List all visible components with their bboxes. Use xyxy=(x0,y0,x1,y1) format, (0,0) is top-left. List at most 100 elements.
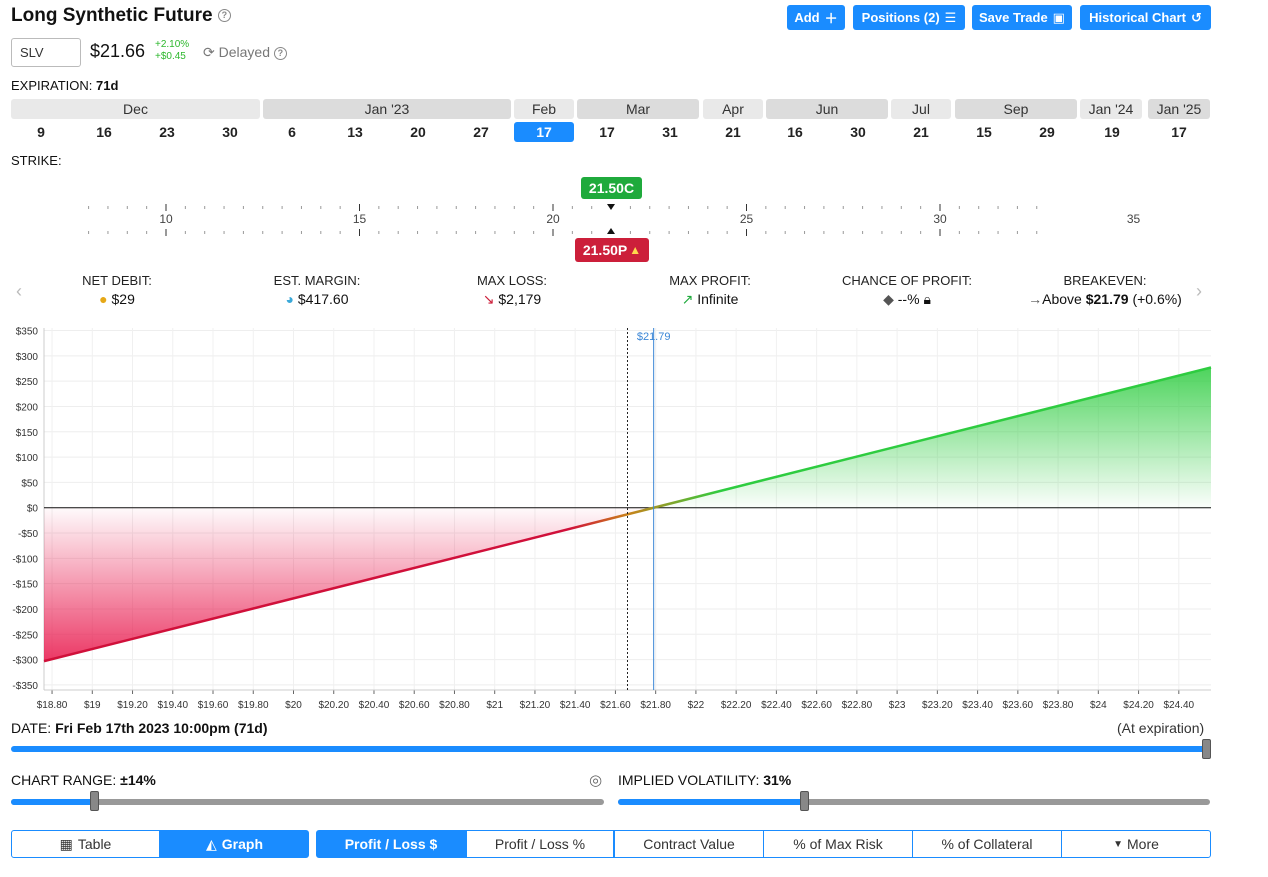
expiration-month: Feb xyxy=(514,99,574,119)
expiration-date[interactable]: 16 xyxy=(96,124,112,140)
put-pointer-icon xyxy=(607,228,615,234)
call-strike-badge[interactable]: 21.50C xyxy=(581,177,642,199)
expiration-month: Jan '24 xyxy=(1080,99,1142,119)
expiration-date[interactable]: 17 xyxy=(514,122,574,142)
symbol-input[interactable]: SLV xyxy=(11,38,81,67)
chart-lines xyxy=(43,328,1212,690)
pl-dollar-button[interactable]: Profit / Loss $ xyxy=(316,830,466,858)
x-tick-label: $21.20 xyxy=(520,700,551,711)
max-risk-button[interactable]: % of Max Risk xyxy=(763,830,913,858)
expiration-date[interactable]: 29 xyxy=(1039,124,1055,140)
net-debit-label: NET DEBIT: xyxy=(82,273,152,288)
save-trade-button[interactable]: Save Trade ▣ xyxy=(972,5,1072,30)
arrow-down-icon: ↘ xyxy=(482,291,495,307)
expiration-date[interactable]: 9 xyxy=(37,124,45,140)
add-label: Add xyxy=(794,10,820,25)
history-icon: ↺ xyxy=(1190,9,1202,25)
expiration-date[interactable]: 19 xyxy=(1104,124,1120,140)
call-strike-text: 21.50C xyxy=(588,180,635,196)
stats-next-icon[interactable]: › xyxy=(1196,281,1202,301)
positions-button[interactable]: Positions (2) ☰ xyxy=(853,5,965,30)
lock-icon[interactable]: 🔒︎ xyxy=(923,291,931,307)
date-slider-handle[interactable] xyxy=(1202,739,1211,759)
help-icon[interactable]: ? xyxy=(217,9,231,23)
expiration-month: Mar xyxy=(577,99,699,119)
pl-percent-button[interactable]: Profit / Loss % xyxy=(466,830,614,858)
expiration-note: (At expiration) xyxy=(1117,720,1205,736)
breakeven-label: BREAKEVEN: xyxy=(1063,273,1147,288)
graph-view-button[interactable]: ◭ Graph xyxy=(160,830,309,858)
profit-loss-chart[interactable]: $350 $300 $250 $200 $150 $100 $50 $0 -$50 -$100 -$… xyxy=(0,318,1268,718)
expiration-month: Jul xyxy=(891,99,951,119)
collateral-label: % of Collateral xyxy=(941,836,1033,852)
put-strike-badge[interactable]: 21.50P ▲ xyxy=(575,238,649,262)
contract-value-button[interactable]: Contract Value xyxy=(614,830,764,858)
expiration-date[interactable]: 30 xyxy=(850,124,866,140)
collateral-button[interactable]: % of Collateral xyxy=(912,830,1062,858)
chart-range-slider[interactable] xyxy=(11,799,604,805)
chart-range-handle[interactable] xyxy=(90,791,99,811)
arrow-up-icon: ↗ xyxy=(681,291,694,307)
x-tick-label: $21 xyxy=(486,700,503,711)
caret-down-icon: ▼ xyxy=(1113,838,1123,850)
x-tick-label: $20.60 xyxy=(399,700,430,711)
title-text: Long Synthetic Future xyxy=(11,5,213,26)
strike-ruler[interactable]: 10 15 20 25 30 35 xyxy=(0,172,1268,267)
historical-chart-button[interactable]: Historical Chart ↺ xyxy=(1080,5,1211,30)
stats-prev-icon[interactable]: ‹ xyxy=(16,281,22,301)
reset-icon[interactable]: ◎ xyxy=(589,772,603,789)
implied-vol-slider[interactable] xyxy=(618,799,1210,805)
date-label-text: DATE: xyxy=(11,720,52,736)
expiration-date[interactable]: 23 xyxy=(159,124,175,140)
change-pct: +2.10% xyxy=(155,39,190,50)
date-slider[interactable] xyxy=(11,746,1210,752)
implied-vol-handle[interactable] xyxy=(800,791,809,811)
breakeven-pct: (+0.6%) xyxy=(1132,291,1182,307)
implied-vol-label: IMPLIED VOLATILITY: 31% xyxy=(618,772,791,788)
x-tick-label: $19.60 xyxy=(198,700,229,711)
x-tick-label: $22.20 xyxy=(721,700,752,711)
y-tick-label: $100 xyxy=(16,453,39,464)
price-change: +2.10% +$0.45 xyxy=(155,39,189,63)
y-tick-label: $150 xyxy=(16,428,39,439)
x-tick-label: $22.40 xyxy=(761,700,792,711)
delayed-status: ⟳ Delayed ? xyxy=(203,44,287,61)
max-loss-stat: MAX LOSS: ↘ $2,179 xyxy=(452,273,572,308)
max-loss-value: $2,179 xyxy=(498,291,542,307)
expiration-date[interactable]: 17 xyxy=(599,124,615,140)
chart-range-value: ±14% xyxy=(120,772,156,788)
x-tick-label: $19.40 xyxy=(157,700,188,711)
expiration-date[interactable]: 21 xyxy=(913,124,929,140)
pl-percent-label: Profit / Loss % xyxy=(494,836,586,852)
x-tick-label: $23.60 xyxy=(1003,700,1034,711)
expiration-date[interactable]: 15 xyxy=(976,124,992,140)
expiration-date[interactable]: 31 xyxy=(662,124,678,140)
refresh-icon[interactable]: ⟳ xyxy=(203,44,215,60)
x-tick-label: $19.20 xyxy=(117,700,148,711)
max-loss-label: MAX LOSS: xyxy=(476,273,548,288)
breakeven-prefix: Above xyxy=(1042,291,1082,307)
more-button[interactable]: ▼ More xyxy=(1061,830,1211,858)
table-view-button[interactable]: ▦ Table xyxy=(11,830,160,858)
expiration-month: Sep xyxy=(955,99,1077,119)
expiration-date[interactable]: 16 xyxy=(787,124,803,140)
expiration-date[interactable]: 13 xyxy=(347,124,363,140)
x-tick-label: $22.80 xyxy=(842,700,873,711)
add-button[interactable]: Add ＋ xyxy=(787,5,845,30)
expiration-month: Jan '23 xyxy=(263,99,511,119)
list-icon: ☰ xyxy=(944,9,957,25)
expiration-month: Apr xyxy=(703,99,763,119)
coins-icon: ● xyxy=(99,291,108,307)
expiration-date[interactable]: 20 xyxy=(410,124,426,140)
expiration-date[interactable]: 17 xyxy=(1171,124,1187,140)
x-tick-label: $23.40 xyxy=(962,700,993,711)
expiration-date[interactable]: 30 xyxy=(222,124,238,140)
put-strike-text: 21.50P xyxy=(582,242,628,258)
expiration-date[interactable]: 21 xyxy=(725,124,741,140)
breakeven-value: $21.79 xyxy=(1085,291,1129,307)
delayed-help-icon[interactable]: ? xyxy=(273,46,287,60)
max-profit-value: Infinite xyxy=(697,291,739,307)
expiration-date[interactable]: 6 xyxy=(288,124,296,140)
plus-icon: ＋ xyxy=(824,11,838,26)
expiration-date[interactable]: 27 xyxy=(473,124,489,140)
